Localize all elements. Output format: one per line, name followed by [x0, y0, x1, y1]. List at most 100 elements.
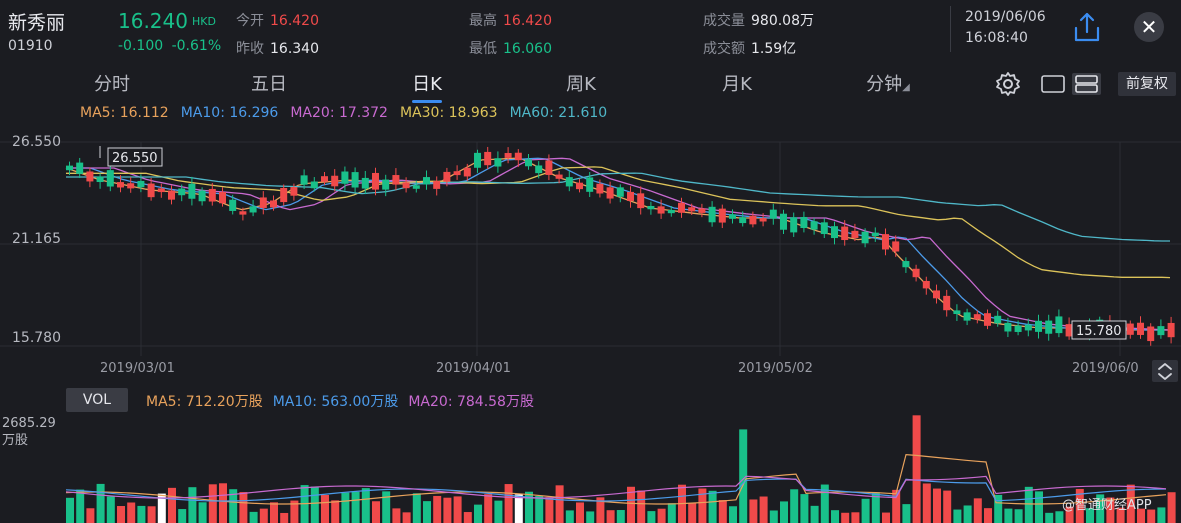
volume-bar	[810, 505, 819, 523]
volume-bar	[586, 511, 595, 523]
price-adjust-button[interactable]: 前复权	[1118, 72, 1176, 96]
tab-daily-k[interactable]: 日K	[412, 74, 442, 95]
candle	[249, 206, 257, 213]
volume-bar	[1004, 508, 1013, 523]
candle	[627, 191, 634, 201]
volume-bar	[1106, 497, 1115, 523]
tab-five-day[interactable]: 五日	[251, 74, 287, 95]
tab-minute[interactable]: 分钟◢	[848, 70, 928, 96]
volume-bars	[66, 415, 1176, 523]
candle	[412, 185, 420, 189]
volume-bar	[657, 508, 666, 523]
volume-bar	[239, 492, 248, 523]
volume-bar	[565, 510, 574, 523]
candle	[1157, 326, 1165, 336]
expand-icon[interactable]	[1152, 360, 1178, 382]
candle	[341, 171, 349, 184]
tab-intraday[interactable]: 分时	[94, 74, 130, 95]
volume-bar	[851, 512, 860, 523]
candle	[790, 217, 798, 233]
volume-bar	[96, 483, 105, 523]
volume-axis-max: 2685.29 万股	[2, 415, 56, 449]
date-axis-1: 2019/03/01	[100, 361, 175, 376]
volume-bar	[820, 484, 829, 523]
candle	[637, 193, 645, 209]
candlestick-chart[interactable]: 26.550 21.165 15.780 26.550 15.780 2019/…	[0, 128, 1181, 380]
candle	[463, 167, 471, 177]
turnover-label: 成交额	[703, 41, 745, 57]
volume-bar	[698, 488, 707, 523]
candle	[453, 171, 461, 176]
volume-bar	[106, 496, 115, 523]
volume-bar	[188, 487, 197, 523]
share-icon[interactable]	[1072, 10, 1102, 44]
vol-ma10-label: MA10: 563.00万股	[272, 394, 399, 410]
price-axis-mid: 21.165	[12, 231, 61, 247]
candle	[96, 176, 104, 183]
candle	[902, 261, 910, 268]
candle	[810, 221, 818, 230]
volume-bar	[555, 485, 564, 523]
volume-bar	[1167, 492, 1176, 523]
volume-bar	[708, 490, 717, 523]
candle	[290, 187, 298, 196]
volume-indicator-button[interactable]: VOL	[66, 388, 128, 412]
volume-bar	[1086, 508, 1094, 523]
volume-bar	[749, 499, 758, 523]
volume-bar	[861, 498, 870, 523]
candle	[1035, 320, 1042, 332]
stock-name: 新秀丽	[8, 12, 66, 34]
candle	[606, 187, 614, 199]
ma20-label: MA20: 17.372	[290, 105, 388, 121]
volume-bar	[637, 490, 646, 523]
low-stat: 最低 16.060	[469, 38, 552, 58]
layout-icon[interactable]	[1040, 72, 1102, 96]
ma-line-3	[66, 157, 1171, 331]
candle	[280, 188, 288, 203]
volume-bar	[606, 510, 615, 523]
volume-bar	[984, 508, 992, 523]
volume-bar	[402, 512, 411, 523]
candle	[514, 152, 522, 161]
candle	[219, 192, 226, 204]
volume-bar	[494, 500, 503, 523]
high-value: 16.420	[503, 13, 552, 29]
tab-monthly-k[interactable]: 月K	[722, 74, 752, 95]
close-icon[interactable]: ✕	[1134, 12, 1164, 42]
volume-bar	[1055, 511, 1064, 523]
volume-ma-legend: MA5: 712.20万股 MA10: 563.00万股 MA20: 784.58万…	[146, 391, 544, 411]
volume-bar	[1147, 509, 1156, 523]
candle	[1004, 322, 1012, 332]
volume-bar	[994, 494, 1003, 523]
volume-bar	[667, 503, 676, 523]
change-value: -0.100	[118, 38, 164, 54]
volume-ma-line-3	[65, 475, 1167, 499]
volume-bar	[453, 496, 462, 523]
candle	[484, 151, 492, 166]
volume-bar	[729, 506, 737, 523]
volume-chart	[65, 415, 1176, 523]
candle	[474, 152, 481, 168]
volume-bar	[953, 509, 962, 523]
candle	[576, 182, 583, 190]
volume-bar	[147, 506, 156, 523]
volume-bar	[545, 497, 554, 523]
candle	[953, 310, 961, 315]
volume-bar	[331, 500, 340, 523]
volume-bar	[1035, 491, 1043, 523]
candle	[259, 197, 267, 208]
volume-bar	[443, 497, 452, 523]
candle	[963, 312, 971, 321]
volume-bar	[616, 510, 625, 523]
volume-bar	[882, 512, 890, 523]
candle	[188, 183, 196, 199]
currency: HKD	[192, 15, 216, 28]
tab-weekly-k[interactable]: 周K	[566, 74, 596, 95]
volume-bar	[361, 488, 370, 523]
gear-icon[interactable]	[994, 70, 1022, 98]
candle	[1126, 323, 1134, 335]
candle	[729, 214, 736, 219]
volume-bar	[86, 508, 95, 523]
volume-bar	[372, 501, 380, 523]
ma30-label: MA30: 18.963	[399, 105, 498, 121]
